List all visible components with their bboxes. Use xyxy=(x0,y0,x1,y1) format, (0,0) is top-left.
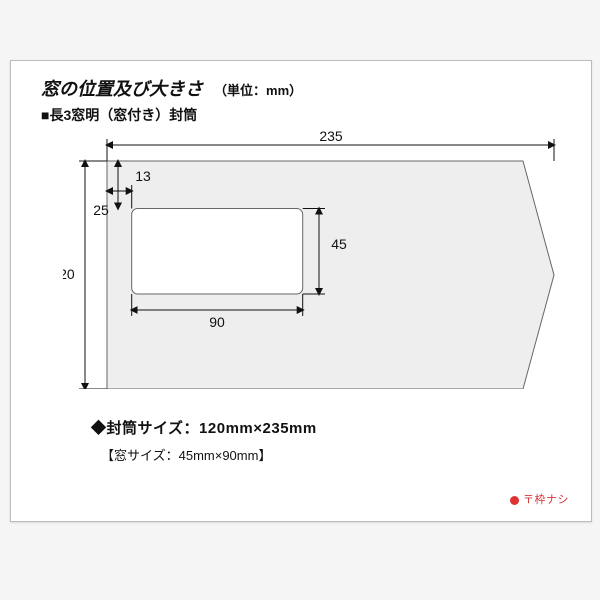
envelope-window xyxy=(132,209,303,295)
dim-height-label: 120 xyxy=(63,266,75,282)
dim-win-left-label: 13 xyxy=(135,168,151,184)
envelope-diagram: 235 120 13 25 45 90 xyxy=(63,129,563,389)
title-text: 窓の位置及び大きさ xyxy=(41,79,203,99)
dim-win-top-label: 25 xyxy=(93,202,109,218)
envelope-size-note: ◆封筒サイズ：120mm×235mm xyxy=(91,417,317,438)
postal-frame-badge: 〒枠ナシ xyxy=(510,491,569,507)
badge-dot-icon xyxy=(510,496,519,505)
dim-win-w-label: 90 xyxy=(209,314,225,330)
window-size-note: 【窓サイズ：45mm×90mm】 xyxy=(101,445,271,464)
dim-width-label: 235 xyxy=(319,129,343,144)
badge-text: 〒枠ナシ xyxy=(523,494,569,506)
diagram-stage: 235 120 13 25 45 90 xyxy=(63,129,563,389)
title-unit: （単位：mm） xyxy=(214,83,302,98)
spec-card: 窓の位置及び大きさ （単位：mm） ■長3窓明（窓付き）封筒 xyxy=(10,60,592,522)
subtitle: ■長3窓明（窓付き）封筒 xyxy=(41,105,197,125)
dim-win-h-label: 45 xyxy=(331,236,347,252)
page-title: 窓の位置及び大きさ （単位：mm） xyxy=(41,75,302,101)
